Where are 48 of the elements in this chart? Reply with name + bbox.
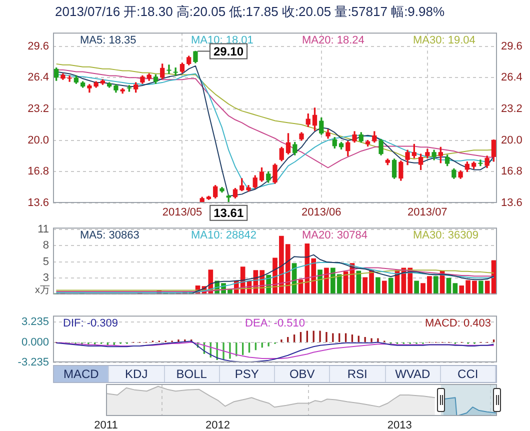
x-tick-label: 2013/05	[162, 206, 202, 219]
y-tick-label: 16.8	[28, 166, 49, 178]
text: MA10: 18.01	[191, 34, 254, 47]
y-tick-label: 26.4	[28, 72, 49, 84]
y-tick-label: 20.0	[28, 134, 49, 146]
tab-button: MACD	[54, 366, 110, 382]
y-tick-label: 13.6	[28, 197, 49, 210]
y-tick-label: 23.2	[28, 103, 49, 116]
y2-tick-label: 16.8	[501, 166, 522, 178]
series-label: DIF: -0.309	[63, 318, 118, 330]
series-label: MACD: 0.403	[424, 318, 491, 330]
annotation: 13.61	[214, 206, 244, 220]
tab-button: KDJ	[109, 366, 164, 382]
y-tick-label: 0.000	[21, 336, 49, 348]
text: MA5: 18.35	[80, 34, 136, 47]
text: MA30: 19.04	[413, 34, 476, 47]
tab-button: RSI	[330, 366, 386, 382]
tab-button: CCI	[440, 366, 496, 382]
text: MA10: 28842	[191, 230, 256, 242]
y-tick-label: -3.235	[18, 356, 49, 368]
x-tick-label: 2013	[387, 420, 412, 431]
tab-button: BOLL	[164, 366, 220, 382]
text: MA5: 30863	[80, 230, 140, 242]
y-tick-label: 8	[42, 240, 49, 252]
y-tick-label: 3	[42, 272, 49, 284]
text: DEA: -0.510	[245, 318, 305, 330]
text: MA30: 36309	[413, 230, 478, 242]
y2-tick-label: 20.0	[501, 134, 522, 146]
tab-button: WVAD	[386, 366, 441, 382]
y-tick-label: 11	[38, 223, 49, 236]
y-tick-label: 3.235	[21, 316, 49, 328]
text: MA20: 18.24	[302, 34, 364, 47]
y-tick-label: 29.6	[28, 40, 49, 52]
tab-button: OBV	[275, 366, 330, 382]
y2-tick-label: 29.6	[501, 40, 522, 52]
x-tick-label: 2013/07	[408, 206, 448, 219]
annotation: 29.10	[213, 44, 244, 59]
y2-tick-label: 23.2	[501, 103, 522, 116]
y2-tick-label: 26.4	[501, 72, 522, 84]
text: MA20: 30784	[302, 230, 368, 242]
y2-tick-label: 13.6	[501, 197, 522, 210]
x-tick-label: 2011	[94, 420, 118, 431]
x-tick-label: 2012	[206, 420, 230, 431]
chart-title: 2013/07/16 开:18.30 高:20.05 低:17.85 收:20.05 量:57817 幅:9.98%	[55, 3, 445, 21]
y-axis-title: x万	[35, 285, 50, 296]
x-tick-label: 2013/06	[302, 206, 342, 219]
tab-button: PSY	[220, 366, 275, 382]
y-tick-label: 5	[42, 256, 49, 268]
